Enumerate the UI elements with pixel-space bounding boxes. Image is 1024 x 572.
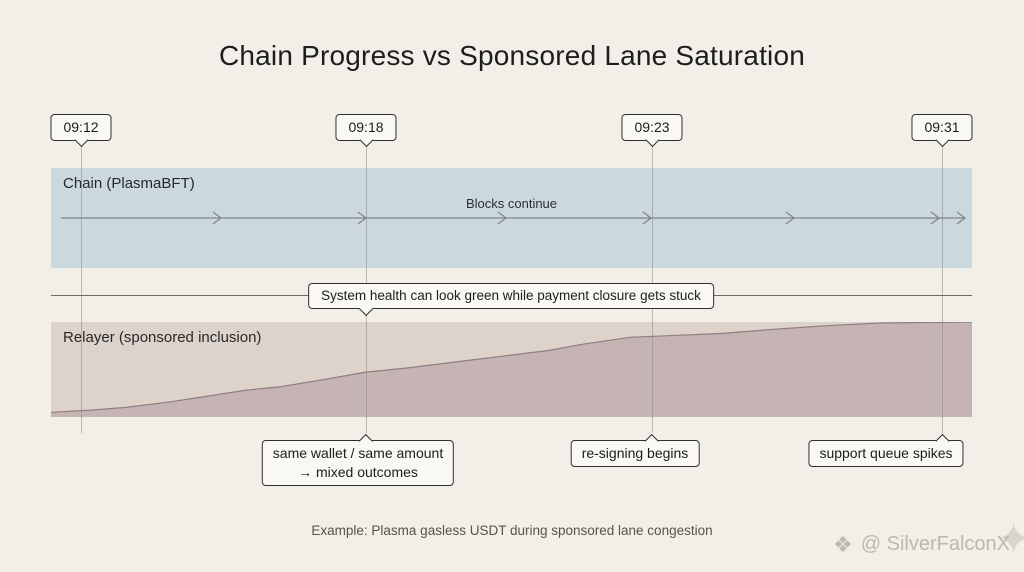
watermark-text: @ SilverFalconX <box>860 533 1010 555</box>
saturation-fill <box>51 322 972 417</box>
diamond-logo-icon: ❖ <box>833 531 853 557</box>
callout-line: support queue spikes <box>819 445 953 461</box>
gridline-0931 <box>942 141 943 433</box>
callout-line: re-signing begins <box>581 445 689 461</box>
time-marker-0923: 09:23 <box>621 114 683 148</box>
time-marker-0918: 09:18 <box>335 114 397 148</box>
chain-arrow-line <box>61 211 966 225</box>
callout-support-queue: support queue spikes <box>808 433 964 467</box>
time-marker-label: 09:18 <box>348 119 384 135</box>
sparkle-flourish-icon: ✦ <box>995 515 1024 564</box>
chain-band: Chain (PlasmaBFT) Blocks continue <box>51 168 972 268</box>
chain-band-label: Chain (PlasmaBFT) <box>63 175 195 192</box>
relayer-band: Relayer (sponsored inclusion) <box>51 322 972 417</box>
time-marker-label: 09:12 <box>63 119 99 135</box>
gridline-0912 <box>81 141 82 433</box>
time-marker-tail <box>934 133 950 148</box>
callout-resigning: re-signing begins <box>570 433 700 467</box>
blocks-continue-label: Blocks continue <box>465 196 558 211</box>
callout-line: same wallet / same amount <box>272 445 444 461</box>
time-marker-tail <box>73 133 89 148</box>
example-caption: Example: Plasma gasless USDT during spon… <box>311 523 713 538</box>
divider-note: System health can look green while payme… <box>308 283 714 316</box>
time-marker-tail <box>644 133 660 148</box>
divider-note-text: System health can look green while payme… <box>321 288 701 303</box>
diagram-title: Chain Progress vs Sponsored Lane Saturat… <box>218 40 806 71</box>
time-marker-label: 09:31 <box>924 119 960 135</box>
divider-note-tail <box>358 301 374 316</box>
saturation-line <box>51 322 972 413</box>
callout-line: → mixed outcomes <box>298 463 418 480</box>
saturation-chart <box>51 322 972 417</box>
time-marker-0912: 09:12 <box>50 114 112 148</box>
watermark: ❖ @ SilverFalconX <box>833 533 1010 556</box>
time-marker-tail <box>358 133 374 148</box>
relayer-band-label: Relayer (sponsored inclusion) <box>63 329 262 346</box>
time-marker-0931: 09:31 <box>911 114 973 148</box>
callout-mixed-outcomes: same wallet / same amount → mixed outcom… <box>261 433 455 486</box>
time-marker-label: 09:23 <box>634 119 670 135</box>
